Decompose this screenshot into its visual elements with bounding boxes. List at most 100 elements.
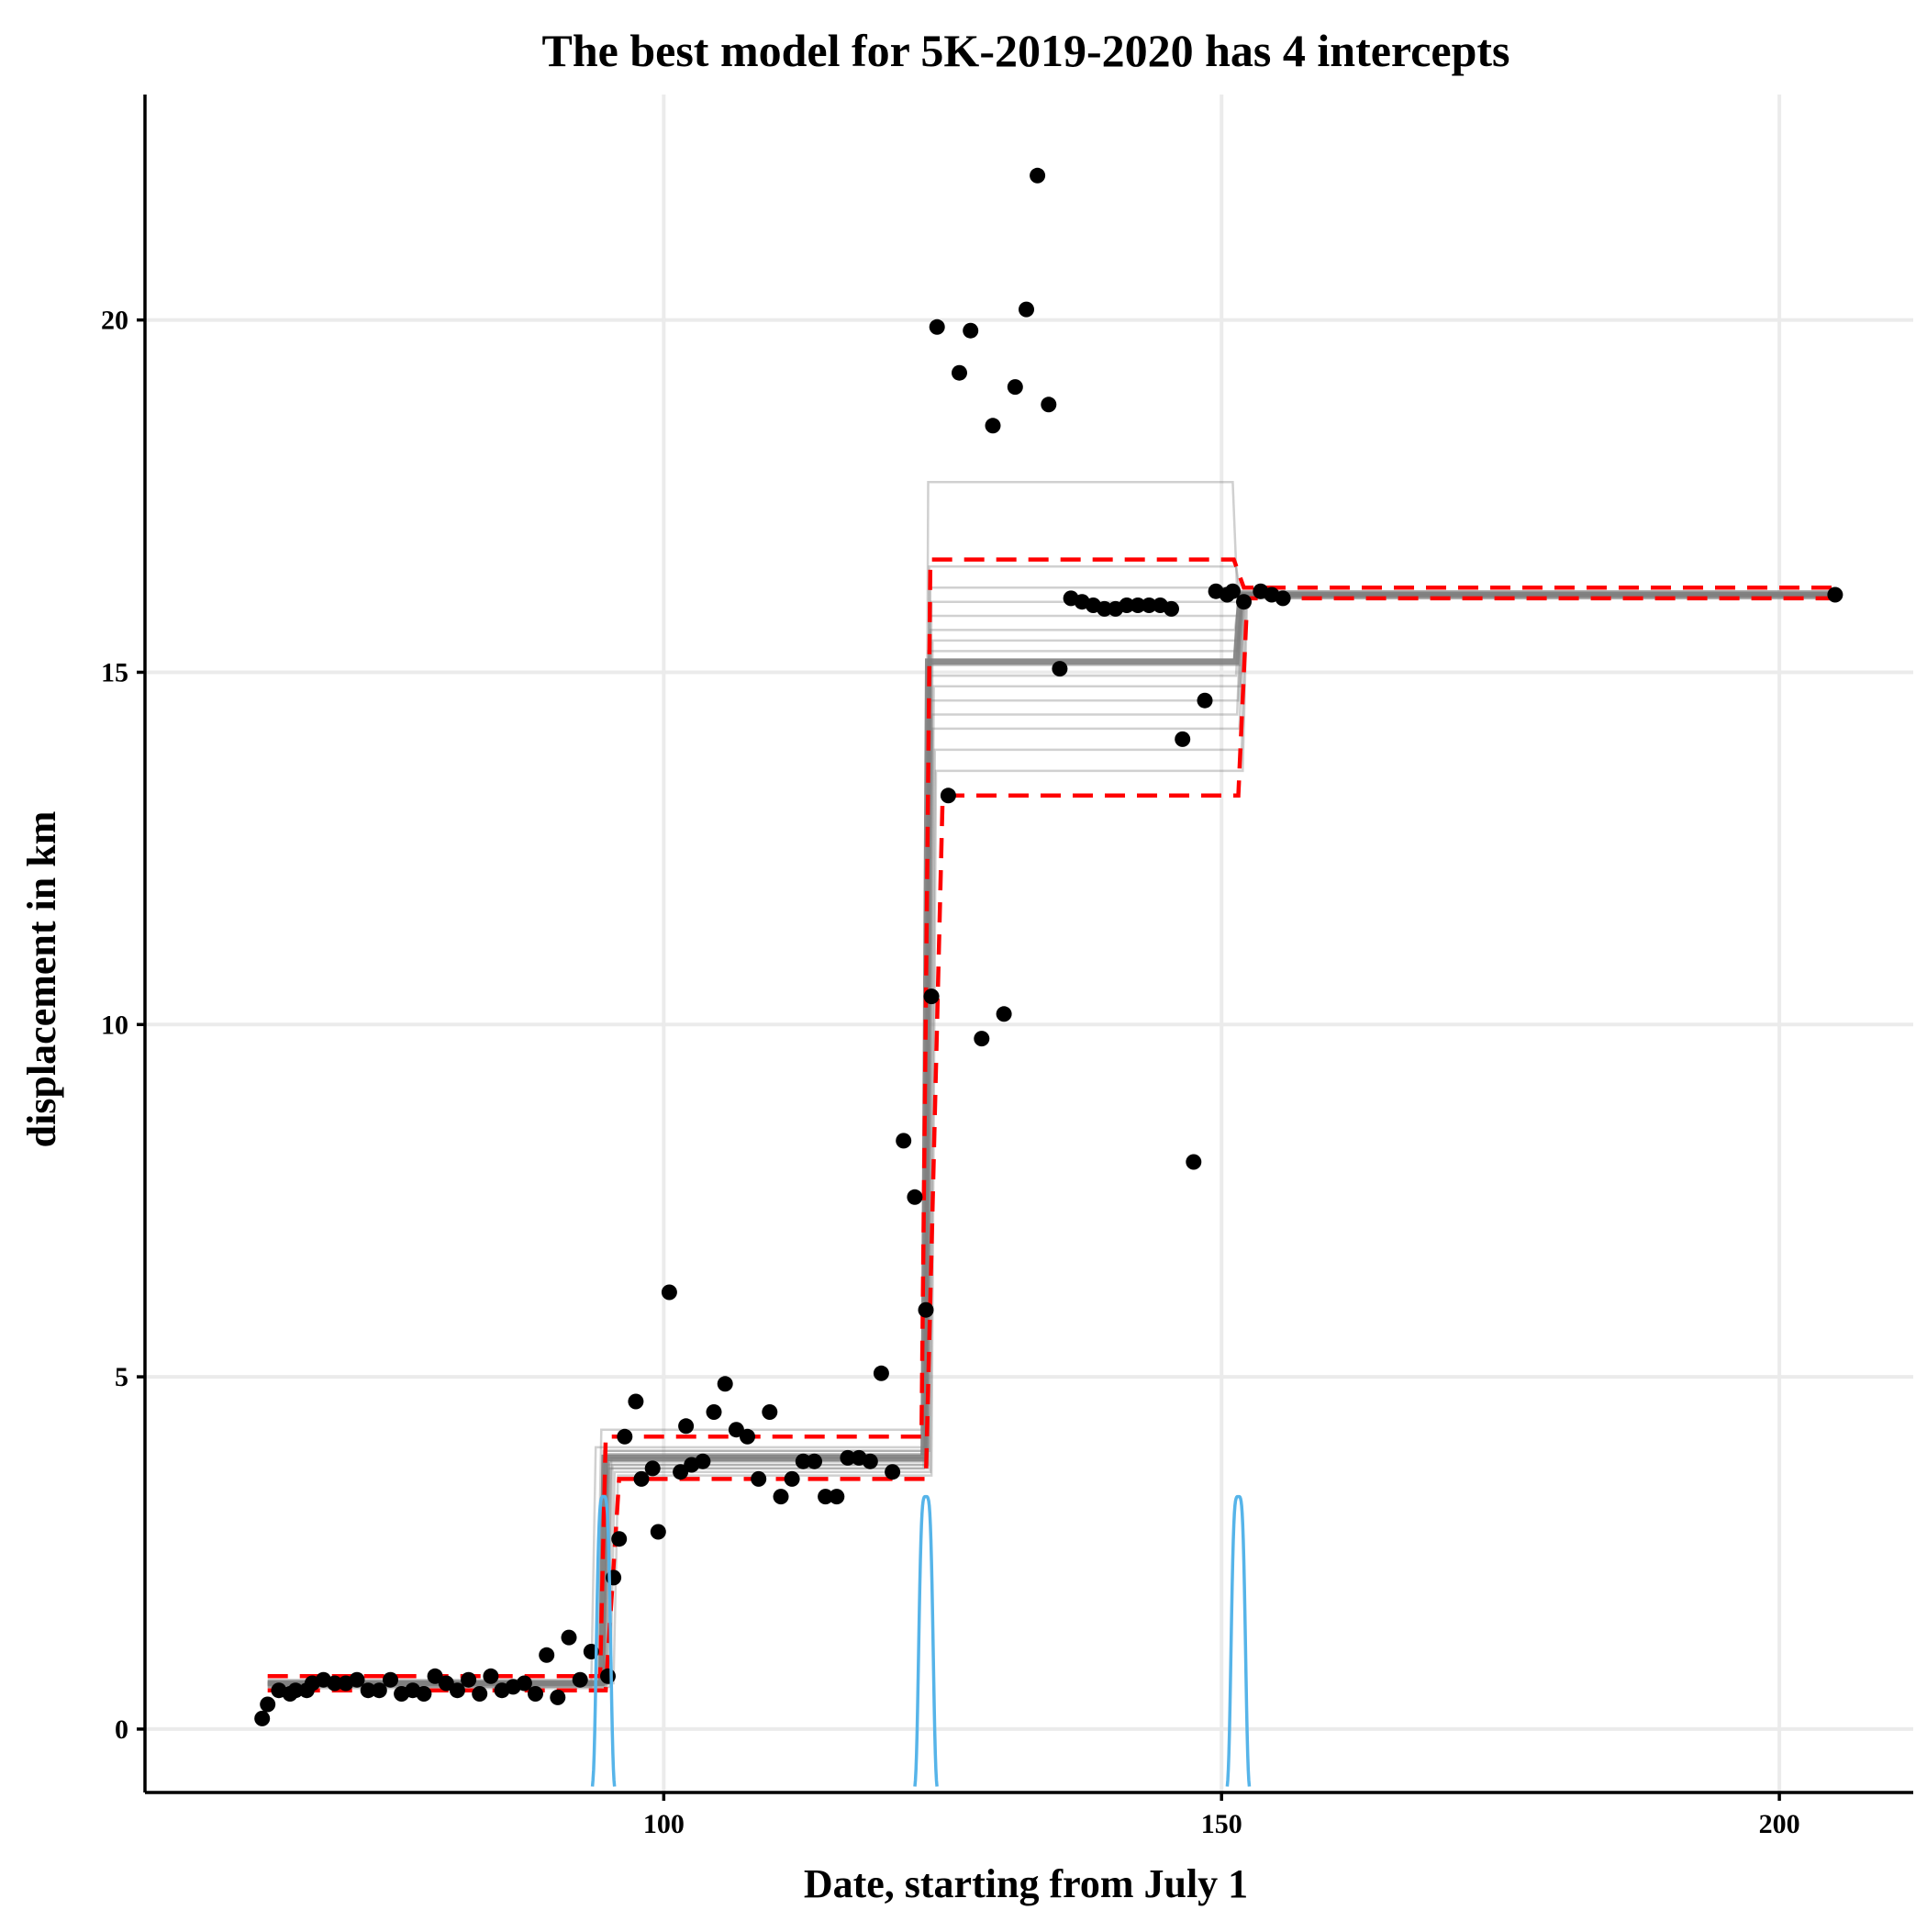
data-point xyxy=(650,1524,666,1540)
data-point xyxy=(416,1686,432,1702)
data-point xyxy=(1186,1154,1202,1170)
data-point xyxy=(1197,692,1213,709)
y-tick-label: 20 xyxy=(101,306,128,336)
best-fit-path xyxy=(267,591,1835,1687)
data-point xyxy=(383,1671,398,1688)
data-point xyxy=(929,318,945,335)
data-point xyxy=(974,1031,990,1047)
data-point xyxy=(885,1464,901,1480)
data-point xyxy=(1041,396,1057,413)
data-point xyxy=(829,1489,845,1505)
data-point xyxy=(963,322,979,339)
data-point xyxy=(287,1682,304,1699)
data-point xyxy=(539,1647,555,1663)
data-point xyxy=(1236,594,1252,610)
data-point xyxy=(762,1404,778,1420)
sample-fit-line xyxy=(267,593,1835,1685)
data-point xyxy=(1119,597,1135,613)
data-point xyxy=(360,1682,376,1699)
data-point xyxy=(1007,379,1023,396)
sample-fit-line xyxy=(267,595,1835,1684)
data-point xyxy=(1097,600,1113,617)
changepoint-density-curve xyxy=(1225,1494,1252,1787)
data-point xyxy=(1052,661,1068,677)
data-point xyxy=(923,988,940,1005)
data-point xyxy=(985,418,1001,434)
sample-fit-line xyxy=(267,565,1835,1689)
data-point xyxy=(438,1675,454,1692)
data-point xyxy=(600,1668,616,1684)
grid-lines xyxy=(145,95,1913,1792)
axes xyxy=(143,95,1913,1794)
data-point xyxy=(611,1531,628,1547)
data-point xyxy=(1275,590,1291,607)
tick-labels: 0 5 10 15 20 100 150 200 xyxy=(101,306,1800,1839)
data-point xyxy=(706,1404,722,1420)
data-point xyxy=(371,1682,387,1699)
data-point xyxy=(1164,600,1179,617)
credible-upper-line xyxy=(267,557,1835,1679)
data-point xyxy=(840,1449,856,1466)
sample-fit-line xyxy=(267,595,1835,1683)
data-point xyxy=(795,1453,811,1469)
data-point xyxy=(740,1428,755,1445)
data-point xyxy=(695,1453,711,1469)
y-axis-title: displacement in km xyxy=(19,811,64,1148)
data-point xyxy=(628,1393,644,1410)
sample-fit-line xyxy=(267,589,1835,1681)
data-point xyxy=(784,1470,800,1487)
data-point xyxy=(516,1675,532,1692)
data-point xyxy=(617,1428,633,1445)
sample-fit-line xyxy=(267,597,1835,1687)
data-point xyxy=(427,1668,443,1684)
data-point xyxy=(644,1460,661,1477)
data-point xyxy=(661,1284,677,1301)
data-point xyxy=(528,1686,543,1702)
sample-fit-line xyxy=(267,592,1835,1686)
sample-fit-line xyxy=(267,593,1835,1686)
data-point xyxy=(561,1629,577,1646)
data-point xyxy=(818,1489,834,1505)
chart-title: The best model for 5K-2019-2020 has 4 in… xyxy=(541,25,1509,76)
data-point xyxy=(918,1301,934,1318)
changepoint-density-curve xyxy=(590,1494,617,1787)
sample-fit-line xyxy=(267,593,1835,1686)
y-tick-label: 5 xyxy=(115,1362,128,1392)
data-point xyxy=(862,1453,878,1469)
data-point xyxy=(728,1422,744,1438)
sample-fit-line xyxy=(267,597,1835,1690)
sample-fit-line xyxy=(267,586,1835,1682)
data-point xyxy=(1130,597,1146,613)
data-point xyxy=(461,1671,477,1688)
y-tick-label: 10 xyxy=(101,1010,128,1040)
sample-fit-line xyxy=(267,593,1835,1684)
data-point xyxy=(1827,586,1843,603)
y-tick-label: 0 xyxy=(115,1714,128,1745)
data-point xyxy=(1141,597,1157,613)
x-tick-label: 150 xyxy=(1201,1809,1242,1839)
data-point xyxy=(483,1668,499,1684)
x-axis-title: Date, starting from July 1 xyxy=(804,1861,1248,1906)
data-point xyxy=(260,1696,276,1713)
y-tick-label: 15 xyxy=(101,657,128,687)
x-tick-label: 100 xyxy=(643,1809,685,1839)
data-point xyxy=(349,1671,365,1688)
data-point xyxy=(907,1189,923,1205)
sample-fit-line xyxy=(267,592,1835,1685)
data-point xyxy=(678,1418,695,1435)
data-point xyxy=(1175,731,1191,747)
data-point xyxy=(673,1464,689,1480)
data-point xyxy=(896,1133,912,1149)
data-point xyxy=(550,1689,566,1705)
data-point xyxy=(873,1365,889,1381)
data-point xyxy=(717,1376,733,1392)
changepoint-density xyxy=(590,1494,1252,1787)
data-point xyxy=(807,1453,822,1469)
changepoint-density-curve xyxy=(913,1494,939,1787)
data-point xyxy=(572,1671,588,1688)
data-point xyxy=(1224,583,1241,599)
data-point xyxy=(327,1675,343,1692)
data-point xyxy=(472,1686,488,1702)
sample-fit-line xyxy=(267,593,1835,1689)
